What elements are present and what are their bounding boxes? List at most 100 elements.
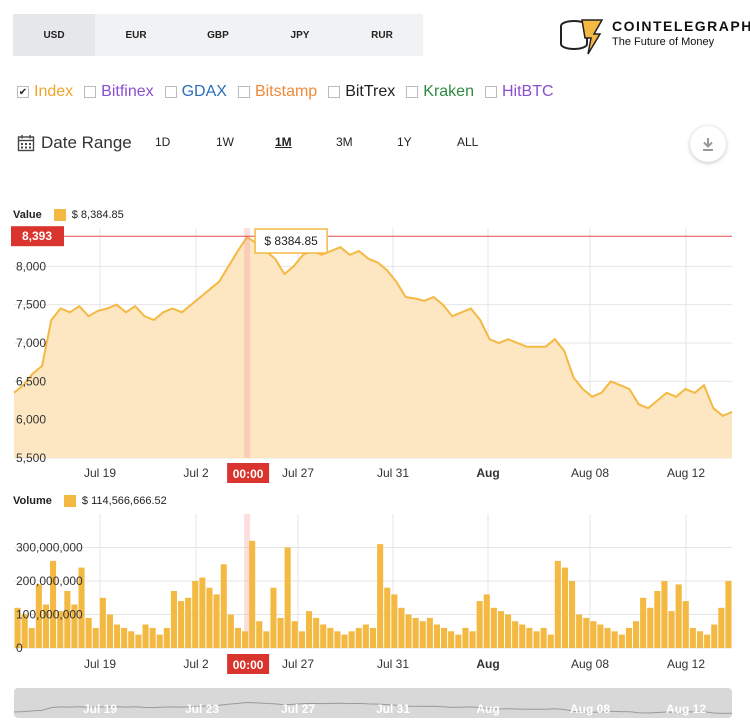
exchange-gdax[interactable]: GDAX <box>164 83 227 101</box>
checkbox-bitstamp[interactable] <box>237 86 250 98</box>
value-y-tick: 5,500 <box>16 451 46 465</box>
volume-bar <box>156 634 163 648</box>
currency-tab-rur[interactable]: RUR <box>371 29 393 41</box>
navigator-track <box>14 688 732 718</box>
checkbox-hitbtc[interactable] <box>484 86 497 98</box>
volume-y-tick: 200,000,000 <box>16 574 83 588</box>
volume-bar <box>220 564 227 649</box>
volume-chart-label: Volume <box>13 495 52 507</box>
volume-bar <box>654 591 661 648</box>
range-button-1w[interactable]: 1W <box>216 135 234 149</box>
volume-bar <box>519 624 526 648</box>
volume-x-tick: Jul 19 <box>84 657 116 671</box>
range-button-1d[interactable]: 1D <box>155 135 171 149</box>
download-button[interactable] <box>690 126 726 162</box>
value-y-tick: 8,000 <box>16 259 46 273</box>
volume-bar <box>569 581 576 648</box>
volume-bar <box>270 587 277 648</box>
volume-bar <box>334 631 341 649</box>
value-x-tick: Jul 19 <box>84 466 116 480</box>
value-x-tick: Aug <box>476 466 499 480</box>
volume-bar <box>284 547 291 648</box>
volume-bar <box>441 627 448 648</box>
volume-bar <box>682 601 689 648</box>
range-button-3m[interactable]: 3M <box>336 135 353 149</box>
volume-bar <box>661 581 668 648</box>
volume-bar <box>611 631 618 649</box>
checkbox-gdax[interactable] <box>164 86 177 98</box>
volume-bar <box>121 627 128 648</box>
exchange-filter-list: ✔ Index Bitfinex GDAX Bitstamp BitTrex Kraken H… <box>17 80 565 104</box>
volume-bar <box>718 607 725 648</box>
volume-bar <box>99 597 106 649</box>
exchange-label: Kraken <box>423 83 474 100</box>
volume-bar <box>192 581 199 648</box>
volume-bar <box>625 627 632 648</box>
date-range-label: Date Range <box>41 133 132 152</box>
volume-cursor-time: 00:00 <box>233 658 264 672</box>
range-button-1y[interactable]: 1Y <box>397 135 412 149</box>
volume-bar <box>42 604 49 648</box>
volume-bar <box>291 621 298 648</box>
logo-subtitle: The Future of Money <box>612 36 715 48</box>
exchange-label: Index <box>34 83 74 100</box>
range-navigator[interactable]: Jul 19 Jul 23 Jul 27 Jul 31 Aug Aug 08 Aug 12 <box>13 688 733 718</box>
checkbox-bitfinex[interactable] <box>84 86 97 98</box>
volume-cursor-band <box>244 514 251 648</box>
volume-x-tick: Jul 2 <box>183 657 209 671</box>
volume-x-axis: Jul 19 Jul 2 Jul 27 Jul 31 Aug Aug 08 Aug 12 00… <box>84 654 705 674</box>
volume-bar <box>490 607 497 648</box>
currency-tab-eur[interactable]: EUR <box>125 29 147 41</box>
checkbox-bittrex[interactable] <box>328 86 341 98</box>
volume-y-tick: 0 <box>16 641 23 655</box>
volume-bar <box>426 617 433 648</box>
exchange-hitbtc[interactable]: HitBTC <box>484 83 554 101</box>
volume-bar <box>28 627 35 648</box>
volume-bar <box>163 627 170 648</box>
range-button-1m[interactable]: 1M <box>275 135 292 149</box>
volume-bar <box>725 581 732 648</box>
volume-bar <box>106 614 113 648</box>
value-legend-value: $ 8,384.85 <box>71 209 124 221</box>
checkbox-kraken[interactable] <box>406 86 419 98</box>
volume-bar <box>234 627 241 648</box>
volume-bar <box>306 611 313 648</box>
volume-bar <box>21 614 28 648</box>
exchange-kraken[interactable]: Kraken <box>406 83 474 101</box>
exchange-index[interactable]: ✔ Index <box>17 83 73 101</box>
range-button-all[interactable]: ALL <box>457 135 479 149</box>
volume-bar <box>320 624 327 648</box>
currency-tab-jpy[interactable]: JPY <box>290 29 310 41</box>
volume-y-tick: 300,000,000 <box>16 541 83 555</box>
checkbox-index[interactable]: ✔ <box>17 86 29 98</box>
volume-bar <box>142 624 149 648</box>
volume-bar <box>704 634 711 648</box>
volume-bar <box>327 627 334 648</box>
navigator-tick: Aug 12 <box>666 702 706 716</box>
volume-bar <box>313 617 320 648</box>
volume-bar <box>540 627 547 648</box>
volume-bar <box>398 607 405 648</box>
cointelegraph-logo[interactable]: COINTELEGRAPH The Future of Money <box>558 14 750 56</box>
volume-y-tick: 100,000,000 <box>16 608 83 622</box>
volume-bar <box>505 614 512 648</box>
exchange-bitstamp[interactable]: Bitstamp <box>237 83 317 101</box>
value-overlay: 8,393 $ 8384.85 <box>11 226 732 458</box>
volume-bar <box>178 601 185 648</box>
volume-bar <box>298 631 305 649</box>
value-x-tick: Jul 31 <box>377 466 409 480</box>
currency-tab-gbp[interactable]: GBP <box>207 29 229 41</box>
volume-bar <box>128 631 135 649</box>
volume-bar <box>114 624 121 648</box>
volume-bar <box>554 560 561 648</box>
exchange-bitfinex[interactable]: Bitfinex <box>84 83 154 101</box>
volume-bar <box>419 621 426 648</box>
exchange-label: HitBTC <box>501 83 554 100</box>
volume-bar <box>263 631 270 649</box>
volume-bar <box>547 634 554 648</box>
exchange-bittrex[interactable]: BitTrex <box>328 83 395 101</box>
exchange-label: GDAX <box>181 83 227 100</box>
volume-bar <box>469 631 476 649</box>
currency-tab-usd[interactable]: USD <box>13 14 95 56</box>
volume-legend-value: $ 114,566,666.52 <box>81 495 167 507</box>
